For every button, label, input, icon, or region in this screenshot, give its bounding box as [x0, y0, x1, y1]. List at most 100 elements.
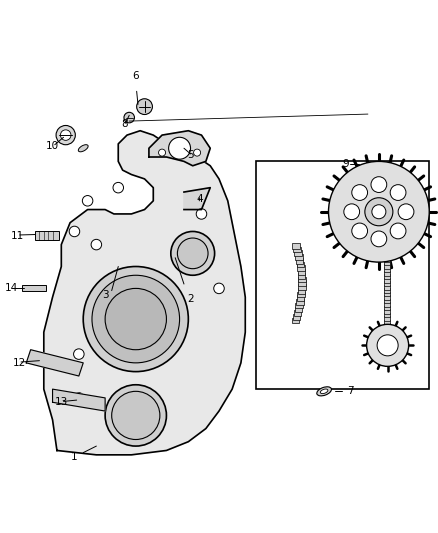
Circle shape — [69, 226, 80, 237]
Text: 8: 8 — [121, 119, 128, 129]
Bar — [384, 323, 390, 328]
Bar — [384, 257, 390, 262]
Polygon shape — [149, 131, 210, 166]
Bar — [384, 288, 390, 293]
Text: 5: 5 — [187, 150, 194, 160]
Bar — [384, 281, 390, 286]
Circle shape — [92, 275, 180, 363]
Bar — [384, 274, 390, 279]
Bar — [298, 280, 306, 286]
Bar — [294, 251, 302, 256]
Bar — [384, 292, 390, 296]
Circle shape — [371, 177, 387, 192]
Circle shape — [171, 231, 215, 275]
Text: 4: 4 — [196, 193, 203, 204]
Bar — [296, 258, 304, 264]
Bar — [296, 303, 303, 309]
Text: 7: 7 — [347, 386, 354, 397]
Bar — [384, 264, 390, 269]
Bar — [296, 299, 304, 305]
Ellipse shape — [320, 389, 328, 394]
Circle shape — [367, 324, 409, 366]
Bar — [384, 298, 390, 303]
Circle shape — [137, 99, 152, 115]
Bar — [293, 314, 300, 320]
Circle shape — [194, 149, 201, 156]
Bar — [384, 312, 390, 317]
Circle shape — [56, 125, 75, 145]
Circle shape — [390, 223, 406, 239]
Ellipse shape — [78, 144, 88, 152]
Bar — [292, 318, 299, 324]
Bar — [298, 288, 305, 294]
Ellipse shape — [317, 387, 332, 396]
Circle shape — [105, 385, 166, 446]
Circle shape — [214, 283, 224, 294]
Bar — [384, 302, 390, 307]
Bar — [384, 295, 390, 300]
Circle shape — [196, 209, 207, 219]
Bar — [384, 316, 390, 321]
Bar — [384, 267, 390, 272]
Bar — [22, 285, 46, 292]
Circle shape — [91, 239, 102, 250]
Text: 10: 10 — [46, 141, 59, 151]
Circle shape — [328, 161, 429, 262]
Polygon shape — [184, 188, 210, 209]
Circle shape — [83, 266, 188, 372]
Circle shape — [60, 130, 71, 140]
Bar — [384, 278, 390, 282]
Bar — [384, 260, 390, 265]
Text: 3: 3 — [102, 290, 109, 300]
Text: 2: 2 — [187, 294, 194, 304]
Bar — [384, 319, 390, 325]
Circle shape — [113, 182, 124, 193]
Circle shape — [82, 196, 93, 206]
Bar — [295, 254, 303, 260]
Bar — [297, 295, 304, 301]
Circle shape — [105, 288, 166, 350]
Circle shape — [74, 393, 84, 403]
Circle shape — [398, 204, 414, 220]
Bar — [298, 277, 306, 282]
Bar — [384, 309, 390, 314]
Text: 1: 1 — [71, 452, 78, 462]
Bar — [384, 285, 390, 289]
Text: 14: 14 — [4, 284, 18, 293]
Circle shape — [169, 138, 191, 159]
Text: 11: 11 — [11, 231, 24, 241]
Circle shape — [390, 184, 406, 200]
Bar — [292, 243, 300, 249]
Circle shape — [365, 198, 393, 226]
Bar — [298, 273, 305, 279]
Bar — [297, 292, 305, 297]
Circle shape — [177, 238, 208, 269]
Text: 13: 13 — [55, 397, 68, 407]
Circle shape — [352, 223, 367, 239]
Circle shape — [159, 149, 166, 156]
Bar — [293, 247, 300, 253]
Text: 12: 12 — [13, 358, 26, 368]
Text: 6: 6 — [132, 71, 139, 81]
Bar — [384, 305, 390, 310]
Circle shape — [371, 231, 387, 247]
Bar — [384, 271, 390, 276]
Circle shape — [377, 335, 398, 356]
Polygon shape — [53, 389, 105, 411]
Circle shape — [74, 349, 84, 359]
Bar — [35, 231, 59, 240]
Bar — [256, 161, 429, 389]
Circle shape — [112, 391, 160, 440]
Bar — [297, 262, 304, 268]
Bar — [298, 284, 306, 290]
Bar — [297, 265, 305, 271]
Bar — [295, 306, 302, 312]
Bar — [298, 269, 305, 275]
Text: 9: 9 — [343, 159, 350, 168]
Bar — [294, 310, 301, 316]
Circle shape — [372, 205, 386, 219]
Polygon shape — [26, 350, 83, 376]
Circle shape — [344, 204, 360, 220]
Polygon shape — [44, 131, 245, 455]
Circle shape — [352, 184, 367, 200]
